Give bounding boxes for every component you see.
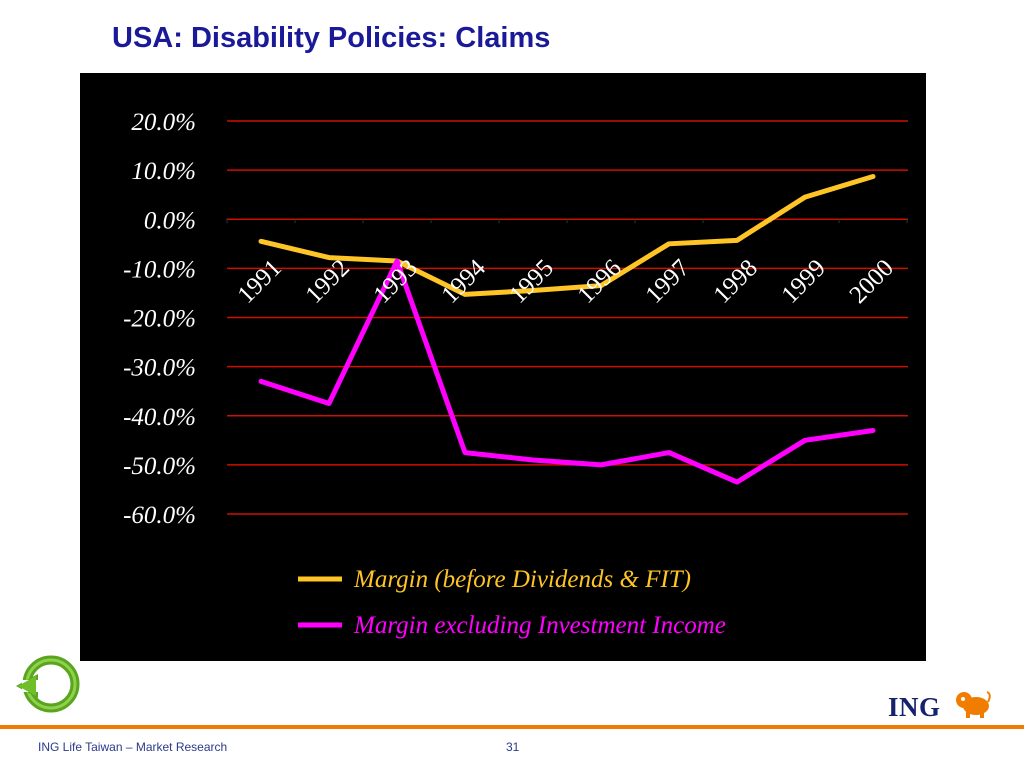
gridlines — [226, 120, 908, 515]
ing-lion-icon — [956, 691, 991, 718]
x-tick-label: 2000 — [844, 254, 898, 308]
x-tick-label: 1994 — [436, 254, 491, 309]
y-tick-label: 10.0% — [131, 158, 196, 185]
x-tick-label: 1995 — [504, 254, 558, 308]
x-tick-label: 1992 — [300, 254, 354, 308]
y-tick-label: 20.0% — [131, 109, 196, 136]
x-axis-tick-labels: 1991 1992 1993 1994 1995 1996 1997 1998 1999 2000 — [232, 254, 898, 309]
legend: Margin (before Dividends & FIT) Margin ex… — [298, 566, 726, 639]
chart-panel: 20.0% 10.0% 0.0% -10.0% -20.0% -30.0% -40.0% -5… — [80, 73, 926, 661]
y-axis-tick-labels: 20.0% 10.0% 0.0% -10.0% -20.0% -30.0% -40.0% -5… — [123, 109, 196, 529]
series-line-margin — [258, 174, 876, 297]
y-tick-label: -30.0% — [123, 355, 196, 382]
x-tick-label: 1996 — [572, 254, 626, 308]
x-tick-label: 1997 — [640, 254, 694, 308]
footer-rule — [0, 725, 1024, 729]
footer-text: ING Life Taiwan – Market Research — [38, 740, 228, 754]
series-lines — [258, 174, 876, 485]
x-tick-label: 1999 — [776, 254, 830, 308]
y-tick-label: 0.0% — [144, 207, 196, 234]
y-tick-label: -50.0% — [123, 453, 196, 480]
ing-logo-text: ING — [888, 692, 941, 722]
y-tick-label: -60.0% — [123, 502, 196, 529]
x-tick-label: 1998 — [708, 254, 762, 308]
ing-logo: ING — [884, 686, 994, 724]
y-tick-label: -10.0% — [123, 256, 196, 283]
line-chart: 20.0% 10.0% 0.0% -10.0% -20.0% -30.0% -40.0% -5… — [123, 109, 908, 639]
back-button[interactable] — [14, 652, 86, 718]
back-arrow-icon — [16, 655, 80, 713]
series-line-excluding-investment — [258, 258, 876, 485]
legend-label: Margin excluding Investment Income — [353, 612, 726, 639]
legend-label: Margin (before Dividends & FIT) — [353, 566, 691, 593]
y-tick-label: -20.0% — [123, 306, 196, 333]
page-number: 31 — [506, 740, 520, 754]
x-tick-label: 1991 — [232, 254, 286, 308]
y-tick-label: -40.0% — [123, 404, 196, 431]
slide-title: USA: Disability Policies: Claims — [112, 22, 551, 54]
